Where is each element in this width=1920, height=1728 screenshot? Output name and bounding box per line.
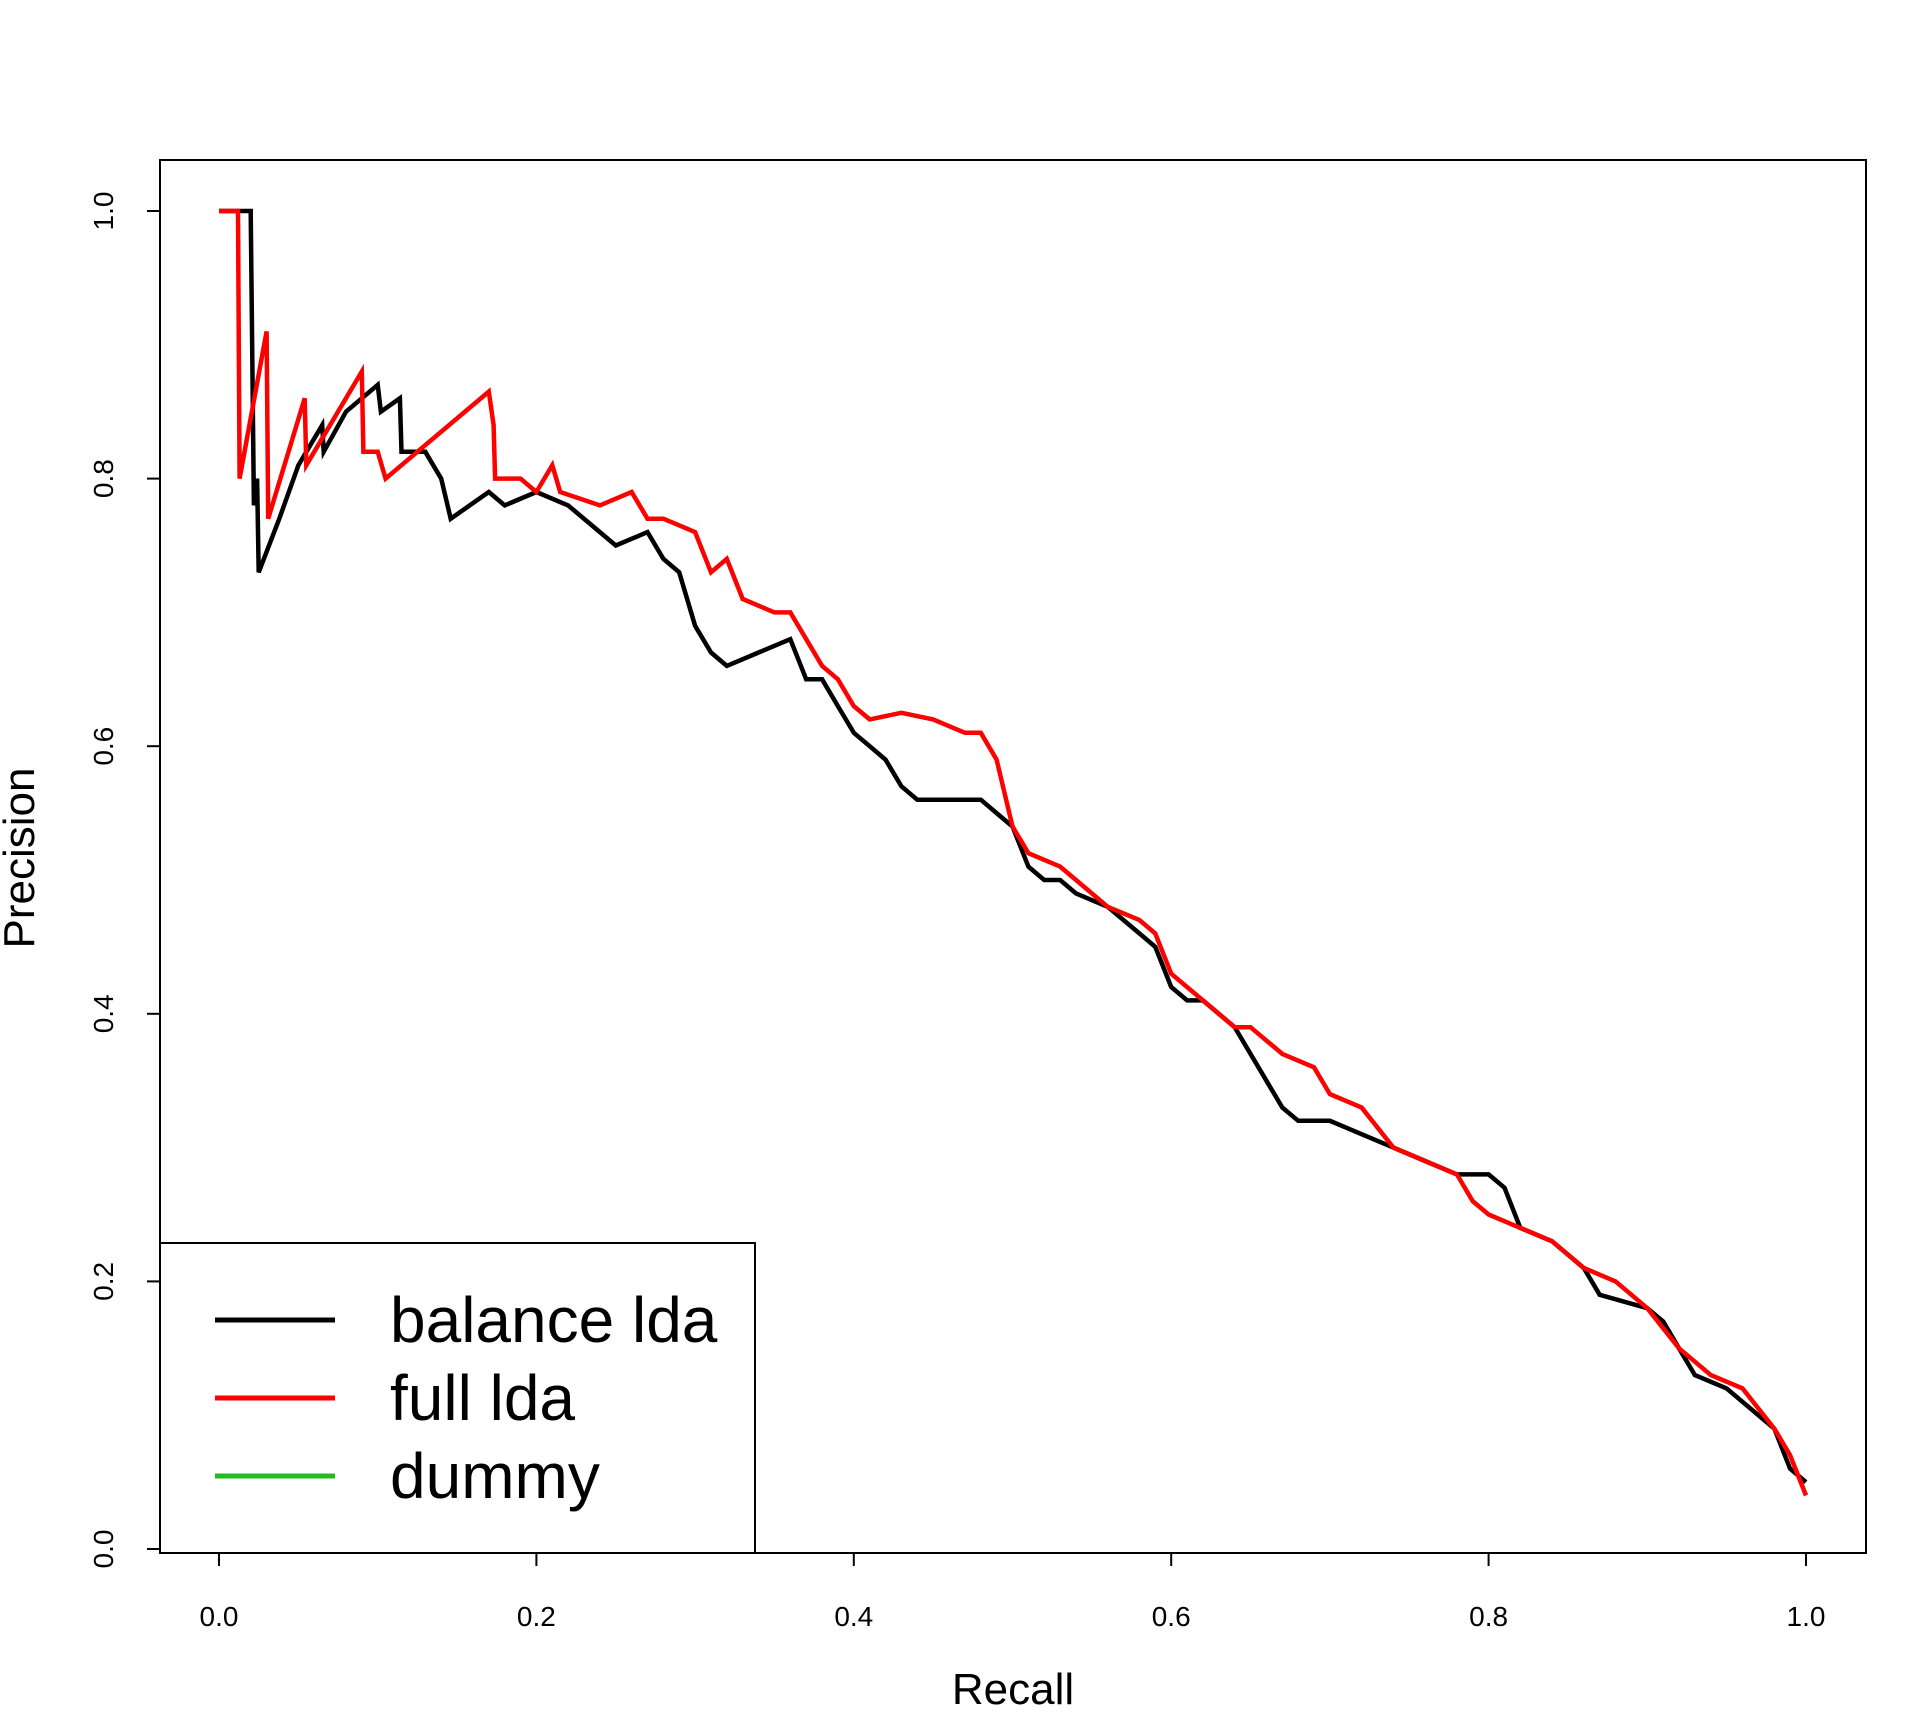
legend-label-balance-lda: balance lda [390, 1284, 718, 1356]
x-tick-label: 1.0 [1787, 1601, 1826, 1632]
x-tick-label: 0.2 [517, 1601, 556, 1632]
legend-label-dummy: dummy [390, 1440, 600, 1512]
x-tick-label: 0.4 [834, 1601, 873, 1632]
y-tick-label: 0.2 [88, 1262, 119, 1301]
y-tick-label: 0.4 [88, 994, 119, 1033]
series-layer [219, 208, 1809, 1497]
x-tick-label: 0.0 [200, 1601, 239, 1632]
x-axis: 0.0 0.2 0.4 0.6 0.8 1.0 [200, 1552, 1826, 1632]
y-tick-label: 1.0 [88, 192, 119, 231]
y-tick-label: 0.6 [88, 727, 119, 766]
x-tick-label: 0.8 [1469, 1601, 1508, 1632]
y-tick-label: 0.8 [88, 459, 119, 498]
y-axis-title: Precision [0, 768, 44, 949]
x-axis-title: Recall [952, 1665, 1074, 1714]
y-tick-label: 0.0 [88, 1530, 119, 1569]
series-line-balance-lda [219, 208, 1808, 1484]
x-tick-label: 0.6 [1152, 1601, 1191, 1632]
legend-label-full-lda: full lda [390, 1362, 575, 1434]
series-line-full-lda [219, 208, 1809, 1497]
